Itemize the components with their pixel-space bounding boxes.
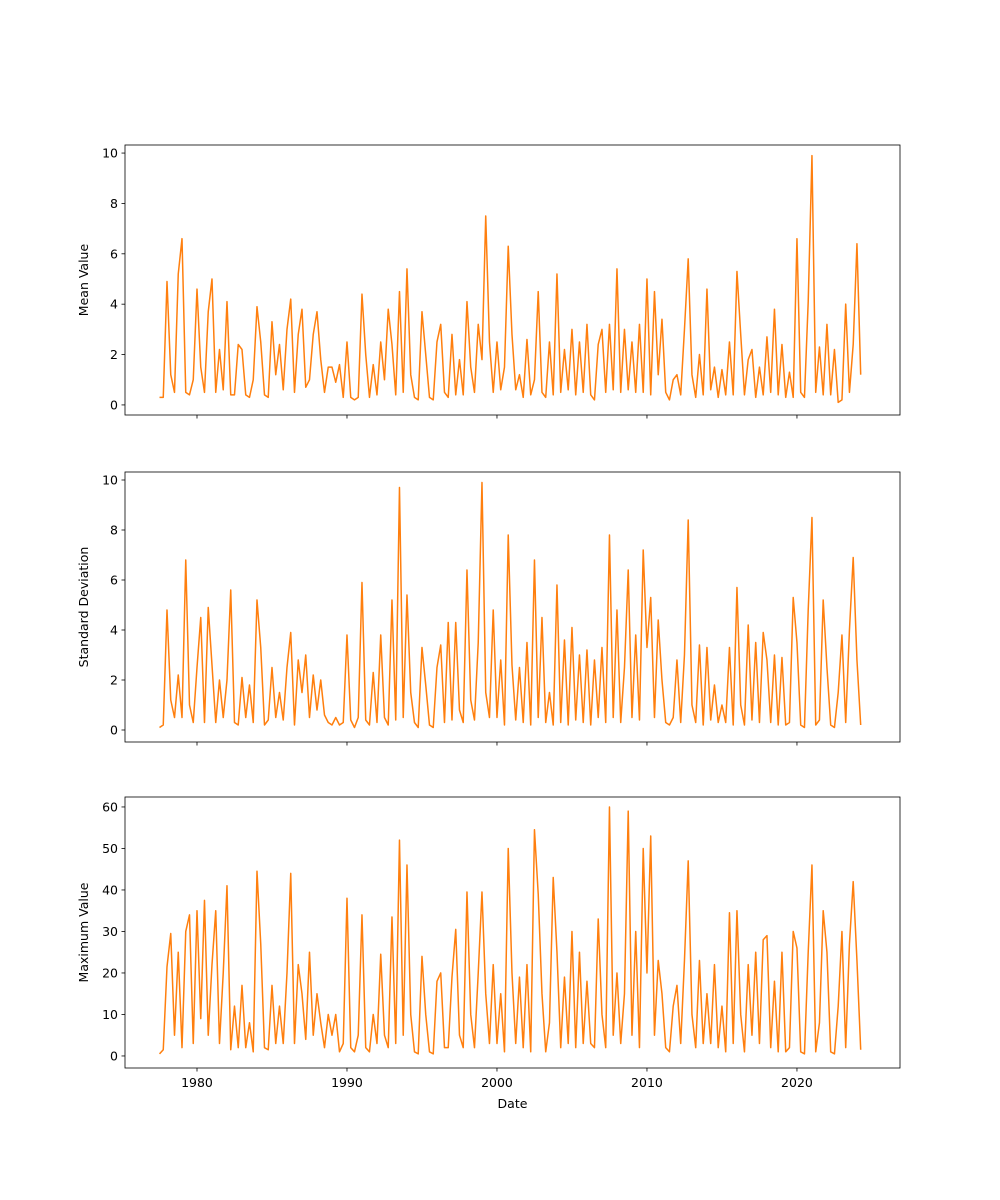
y-tick-label: 6 <box>110 246 118 261</box>
y-tick-label: 0 <box>110 723 118 738</box>
x-tick-label: 2020 <box>781 1075 813 1090</box>
y-axis-label: Standard Deviation <box>76 547 91 668</box>
plot-area <box>159 481 862 729</box>
x-tick-label: 1980 <box>181 1075 213 1090</box>
y-tick-label: 10 <box>102 473 118 488</box>
axes-frame <box>124 796 901 1069</box>
y-axis-label: Mean Value <box>76 244 91 317</box>
y-tick-label: 30 <box>102 924 118 939</box>
y-tick-label: 20 <box>102 965 118 980</box>
axes-frame <box>124 144 901 416</box>
y-tick-label: 4 <box>110 623 118 638</box>
y-tick-label: 8 <box>110 196 118 211</box>
subplot: 0 2 4 6 8 10 Mean Value <box>76 144 901 419</box>
y-tick-label: 10 <box>102 1007 118 1022</box>
subplot: 0 2 4 6 8 10 Standard Deviation <box>76 471 901 746</box>
y-tick-label: 6 <box>110 573 118 588</box>
y-tick-label: 0 <box>110 397 118 412</box>
subplot: 0 10 20 30 40 50 60 1980 1990 2000 2010 2020 Maximum… <box>76 796 901 1111</box>
y-tick-label: 10 <box>102 146 118 161</box>
y-tick-label: 0 <box>110 1048 118 1063</box>
y-tick-label: 60 <box>102 799 118 814</box>
plot-area <box>159 154 862 404</box>
y-tick-label: 2 <box>110 673 118 688</box>
x-tick-label: 2010 <box>631 1075 663 1090</box>
x-tick-label: 2000 <box>481 1075 513 1090</box>
data-line <box>159 154 862 404</box>
y-tick-label: 4 <box>110 297 118 312</box>
y-tick-label: 2 <box>110 347 118 362</box>
y-tick-label: 50 <box>102 841 118 856</box>
y-axis-label: Maximum Value <box>76 882 91 982</box>
data-line <box>158 806 862 1055</box>
y-tick-label: 40 <box>102 882 118 897</box>
axes-frame <box>124 471 901 743</box>
plot-area <box>158 806 862 1055</box>
data-line <box>159 481 862 729</box>
x-axis-label: Date <box>498 1096 528 1111</box>
x-tick-label: 1990 <box>331 1075 363 1090</box>
y-tick-label: 8 <box>110 523 118 538</box>
